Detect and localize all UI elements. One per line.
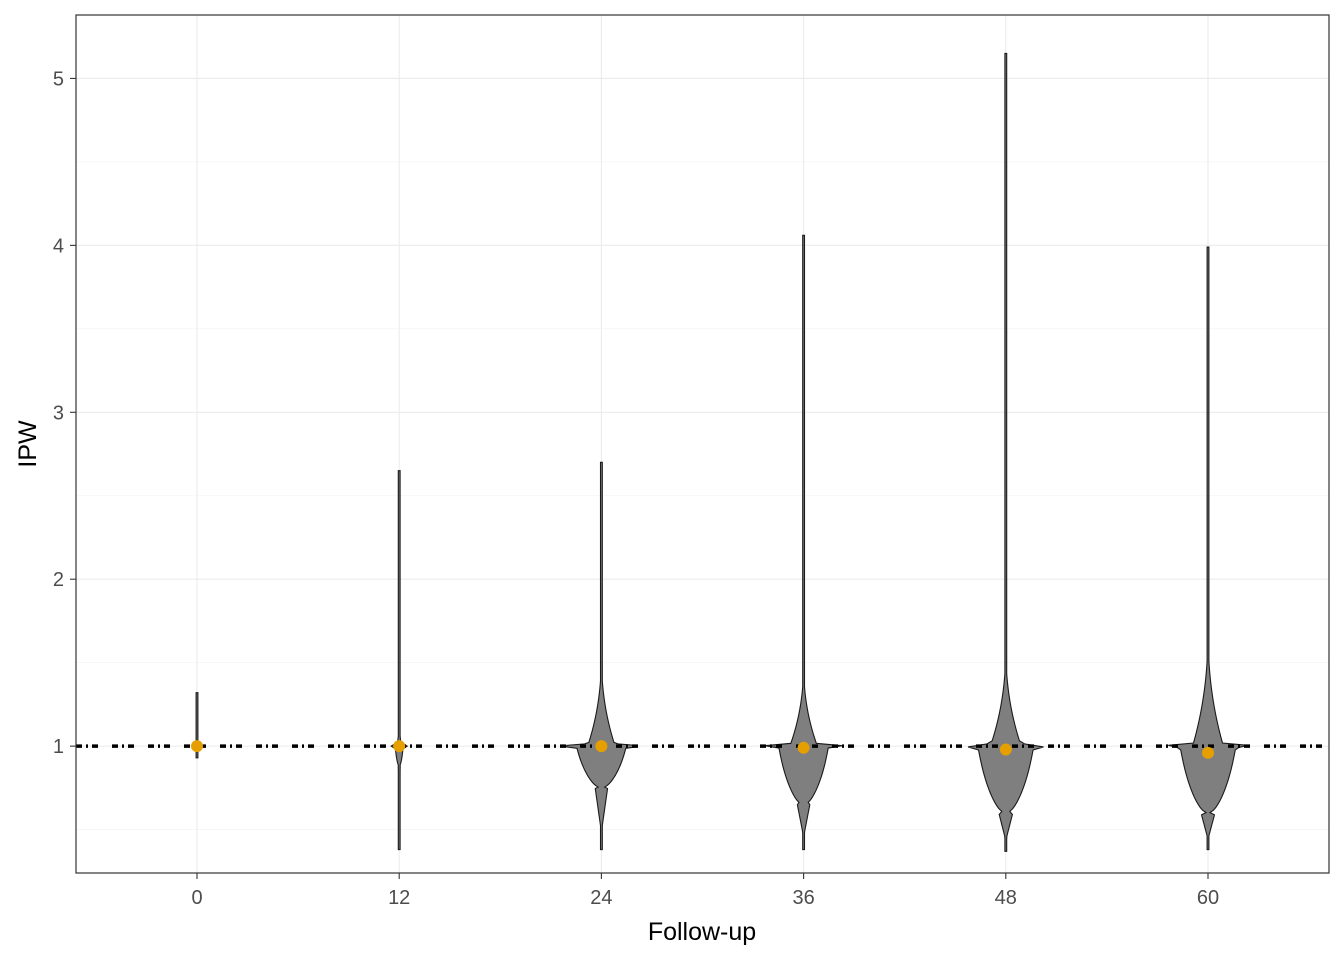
- y-tick-label: 4: [53, 235, 64, 257]
- x-tick-label: 0: [191, 887, 202, 909]
- y-tick-label: 1: [53, 736, 64, 758]
- panel-border: [75, 14, 1330, 874]
- mean-point-12: [393, 740, 406, 753]
- mean-points: [191, 740, 1214, 759]
- y-tick-label: 2: [53, 569, 64, 591]
- mean-point-24: [595, 740, 608, 753]
- x-tick-label: 60: [1197, 887, 1219, 909]
- x-tick-label: 48: [995, 887, 1017, 909]
- x-axis-ticks: 0 12 24 36 48 60: [191, 873, 1219, 909]
- y-axis-ticks: 1 2 3 4 5: [53, 68, 76, 758]
- violin-48: [967, 52, 1044, 852]
- violin-60: [1168, 246, 1248, 851]
- x-tick-label: 36: [792, 887, 814, 909]
- x-axis-title: Follow-up: [648, 918, 756, 946]
- x-tick-label: 24: [590, 887, 612, 909]
- y-tick-label: 3: [53, 402, 64, 424]
- violin-24: [565, 461, 638, 851]
- plot-background: [76, 15, 1329, 873]
- y-axis-title: IPW: [14, 420, 42, 468]
- violin-12: [390, 470, 409, 851]
- mean-point-0: [191, 740, 203, 753]
- y-tick-label: 5: [53, 68, 64, 90]
- mean-point-36: [797, 741, 810, 754]
- violin-36: [764, 234, 843, 851]
- mean-point-48: [999, 743, 1012, 756]
- violin-0: [193, 692, 201, 759]
- violins: [193, 52, 1248, 852]
- mean-point-60: [1202, 746, 1214, 759]
- x-tick-label: 12: [388, 887, 410, 909]
